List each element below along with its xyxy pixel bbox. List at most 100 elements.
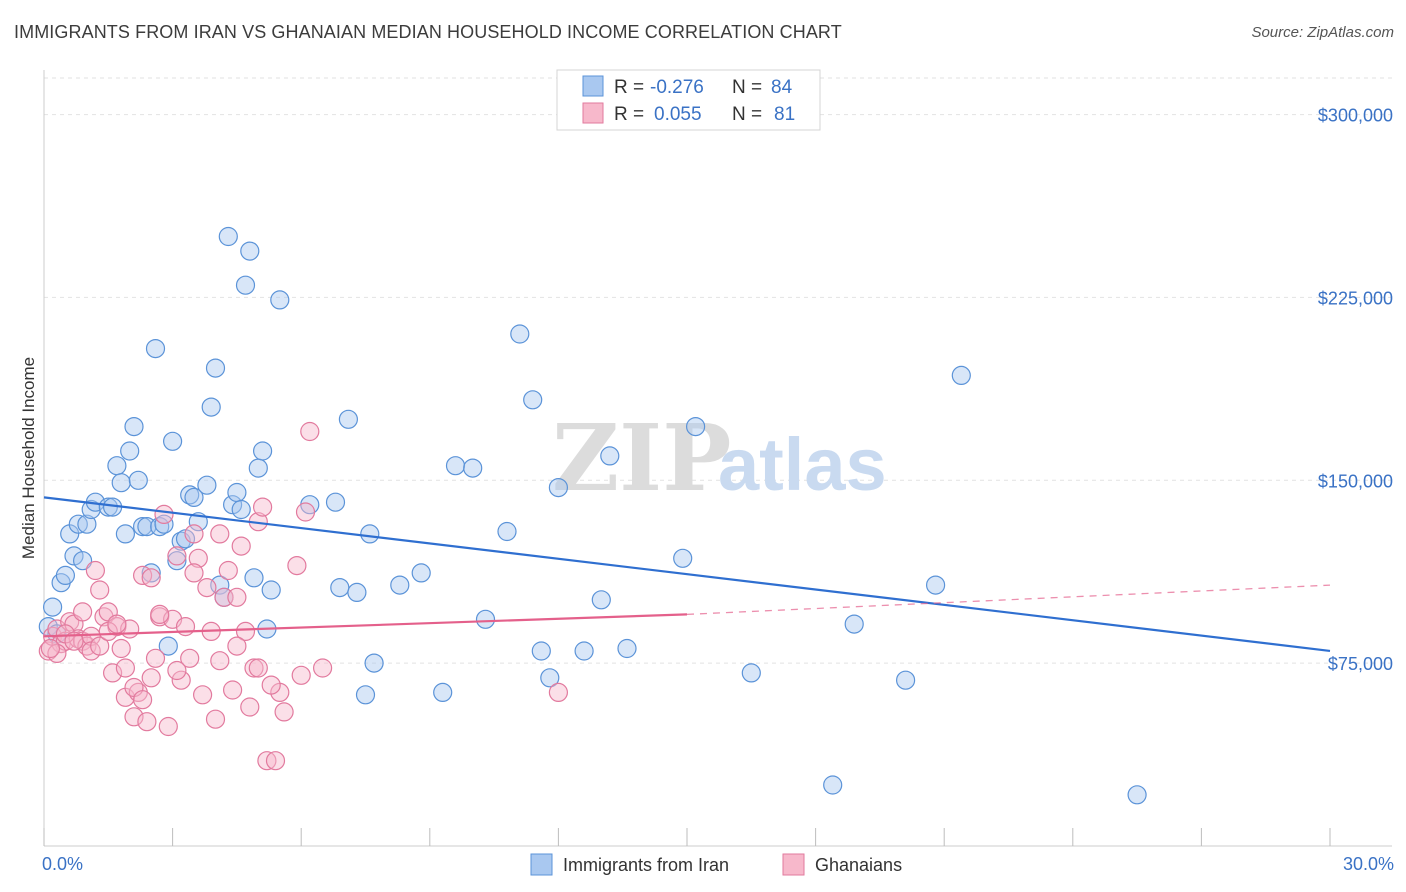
iran-point <box>510 324 530 344</box>
ghanaian-point <box>184 524 204 544</box>
y-tick-label: $150,000 <box>1318 471 1393 491</box>
iran-point <box>463 458 483 478</box>
iran-point <box>72 551 93 571</box>
ghanaian-point <box>141 568 161 588</box>
bottom-legend-label-iran: Immigrants from Iran <box>563 855 729 875</box>
iran-point <box>261 580 281 600</box>
legend-swatch-ghanaians <box>582 102 604 124</box>
bottom-legend-swatch-iran <box>530 853 553 876</box>
y-tick-label: $300,000 <box>1318 106 1393 126</box>
iran-point <box>741 663 761 683</box>
iran-point <box>617 638 637 659</box>
iran-point <box>673 548 693 568</box>
iran-point <box>347 582 367 603</box>
iran-point <box>895 670 916 690</box>
ghanaian-point <box>111 638 131 659</box>
ghanaian-point <box>133 690 153 710</box>
ghanaian-point <box>188 548 208 568</box>
bottom-legend-swatch-ghanaians <box>782 853 805 876</box>
series-iran-points <box>38 226 1147 805</box>
ghanaian-point <box>295 502 316 522</box>
iran-point <box>107 456 127 476</box>
ghanaian-point <box>72 602 93 622</box>
watermark-zip: ZIP <box>552 404 731 512</box>
iran-point <box>158 636 178 656</box>
ghanaian-point <box>248 658 268 678</box>
ghanaian-point <box>227 587 247 607</box>
iran-point <box>270 290 290 310</box>
ghanaian-point <box>137 712 157 732</box>
axes <box>43 70 1392 847</box>
iran-point <box>120 441 140 461</box>
ghanaian-point <box>115 658 136 678</box>
iran-point <box>55 565 76 586</box>
ghanaian-point <box>47 643 67 664</box>
iran-point <box>133 516 153 537</box>
iran-point <box>411 563 431 583</box>
legend-n-value-ghanaians: 81 <box>774 104 795 125</box>
iran-point <box>111 473 131 493</box>
iran-point <box>248 458 268 478</box>
ghanaian-point <box>184 563 204 583</box>
legend-n-label-ghanaians: N = <box>732 104 762 125</box>
legend-box: R = -0.276 N = 84 R = 0.055 N = 81 <box>556 69 821 131</box>
ghanaian-point <box>261 675 281 695</box>
trend-line-ghanaians-extension <box>686 584 1331 616</box>
iran-point <box>600 446 620 466</box>
legend-r-value-ghanaians: 0.055 <box>654 104 702 125</box>
iran-point <box>77 514 97 534</box>
iran-point <box>338 409 358 429</box>
iran-point <box>360 524 380 544</box>
ghanaian-point <box>300 421 320 442</box>
iran-point <box>197 475 217 495</box>
iran-point <box>167 551 187 571</box>
ghanaian-point <box>167 660 187 681</box>
trend-line-iran <box>43 496 1331 653</box>
iran-point <box>244 568 264 588</box>
ghanaian-point <box>150 604 170 625</box>
y-tick-label: $75,000 <box>1328 654 1393 674</box>
iran-point <box>548 478 569 498</box>
iran-point <box>364 653 384 673</box>
x-tick-label: 0.0% <box>42 854 83 874</box>
iran-point <box>231 499 251 520</box>
ghanaian-point <box>223 680 243 700</box>
iran-point <box>390 575 410 595</box>
chart-title: IMMIGRANTS FROM IRAN VS GHANAIAN MEDIAN … <box>14 22 842 42</box>
iran-point <box>540 668 560 688</box>
iran-point <box>925 575 946 595</box>
ghanaian-point <box>197 577 217 598</box>
ghanaian-point <box>180 648 200 668</box>
iran-point <box>218 226 238 247</box>
ghanaian-point <box>158 716 178 737</box>
iran-point <box>145 339 166 359</box>
ghanaian-point <box>175 616 196 637</box>
iran-point <box>42 597 63 617</box>
bottom-legend: Immigrants from Iran Ghanaians <box>530 853 902 876</box>
ghanaian-point <box>287 555 307 576</box>
x-tick-marks <box>43 828 1331 846</box>
legend-swatch-iran <box>582 75 604 97</box>
legend-r-label-iran: R = <box>614 77 644 98</box>
iran-point <box>163 431 183 451</box>
iran-point <box>330 577 350 598</box>
iran-point <box>124 417 144 437</box>
ghanaian-point <box>90 580 110 600</box>
ghanaian-point <box>90 636 110 656</box>
ghanaian-point <box>218 560 238 581</box>
ghanaian-point <box>253 497 273 517</box>
ghanaian-point <box>235 621 256 642</box>
ghanaian-point <box>210 651 230 671</box>
ghanaian-point <box>64 631 84 651</box>
iran-point <box>253 441 273 461</box>
ghanaian-point <box>193 685 213 705</box>
iran-point <box>475 609 496 629</box>
legend-n-label-iran: N = <box>732 77 762 98</box>
iran-point <box>574 641 594 661</box>
legend-r-label-ghanaians: R = <box>614 104 644 125</box>
iran-point <box>128 470 148 490</box>
ghanaian-point <box>240 697 260 717</box>
iran-point <box>205 358 226 378</box>
iran-point <box>591 590 611 610</box>
iran-point <box>240 241 260 261</box>
